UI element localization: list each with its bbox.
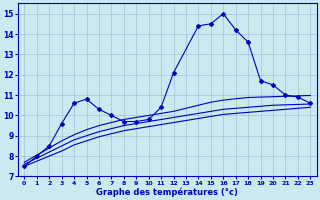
X-axis label: Graphe des températures (°c): Graphe des températures (°c) [96, 187, 238, 197]
